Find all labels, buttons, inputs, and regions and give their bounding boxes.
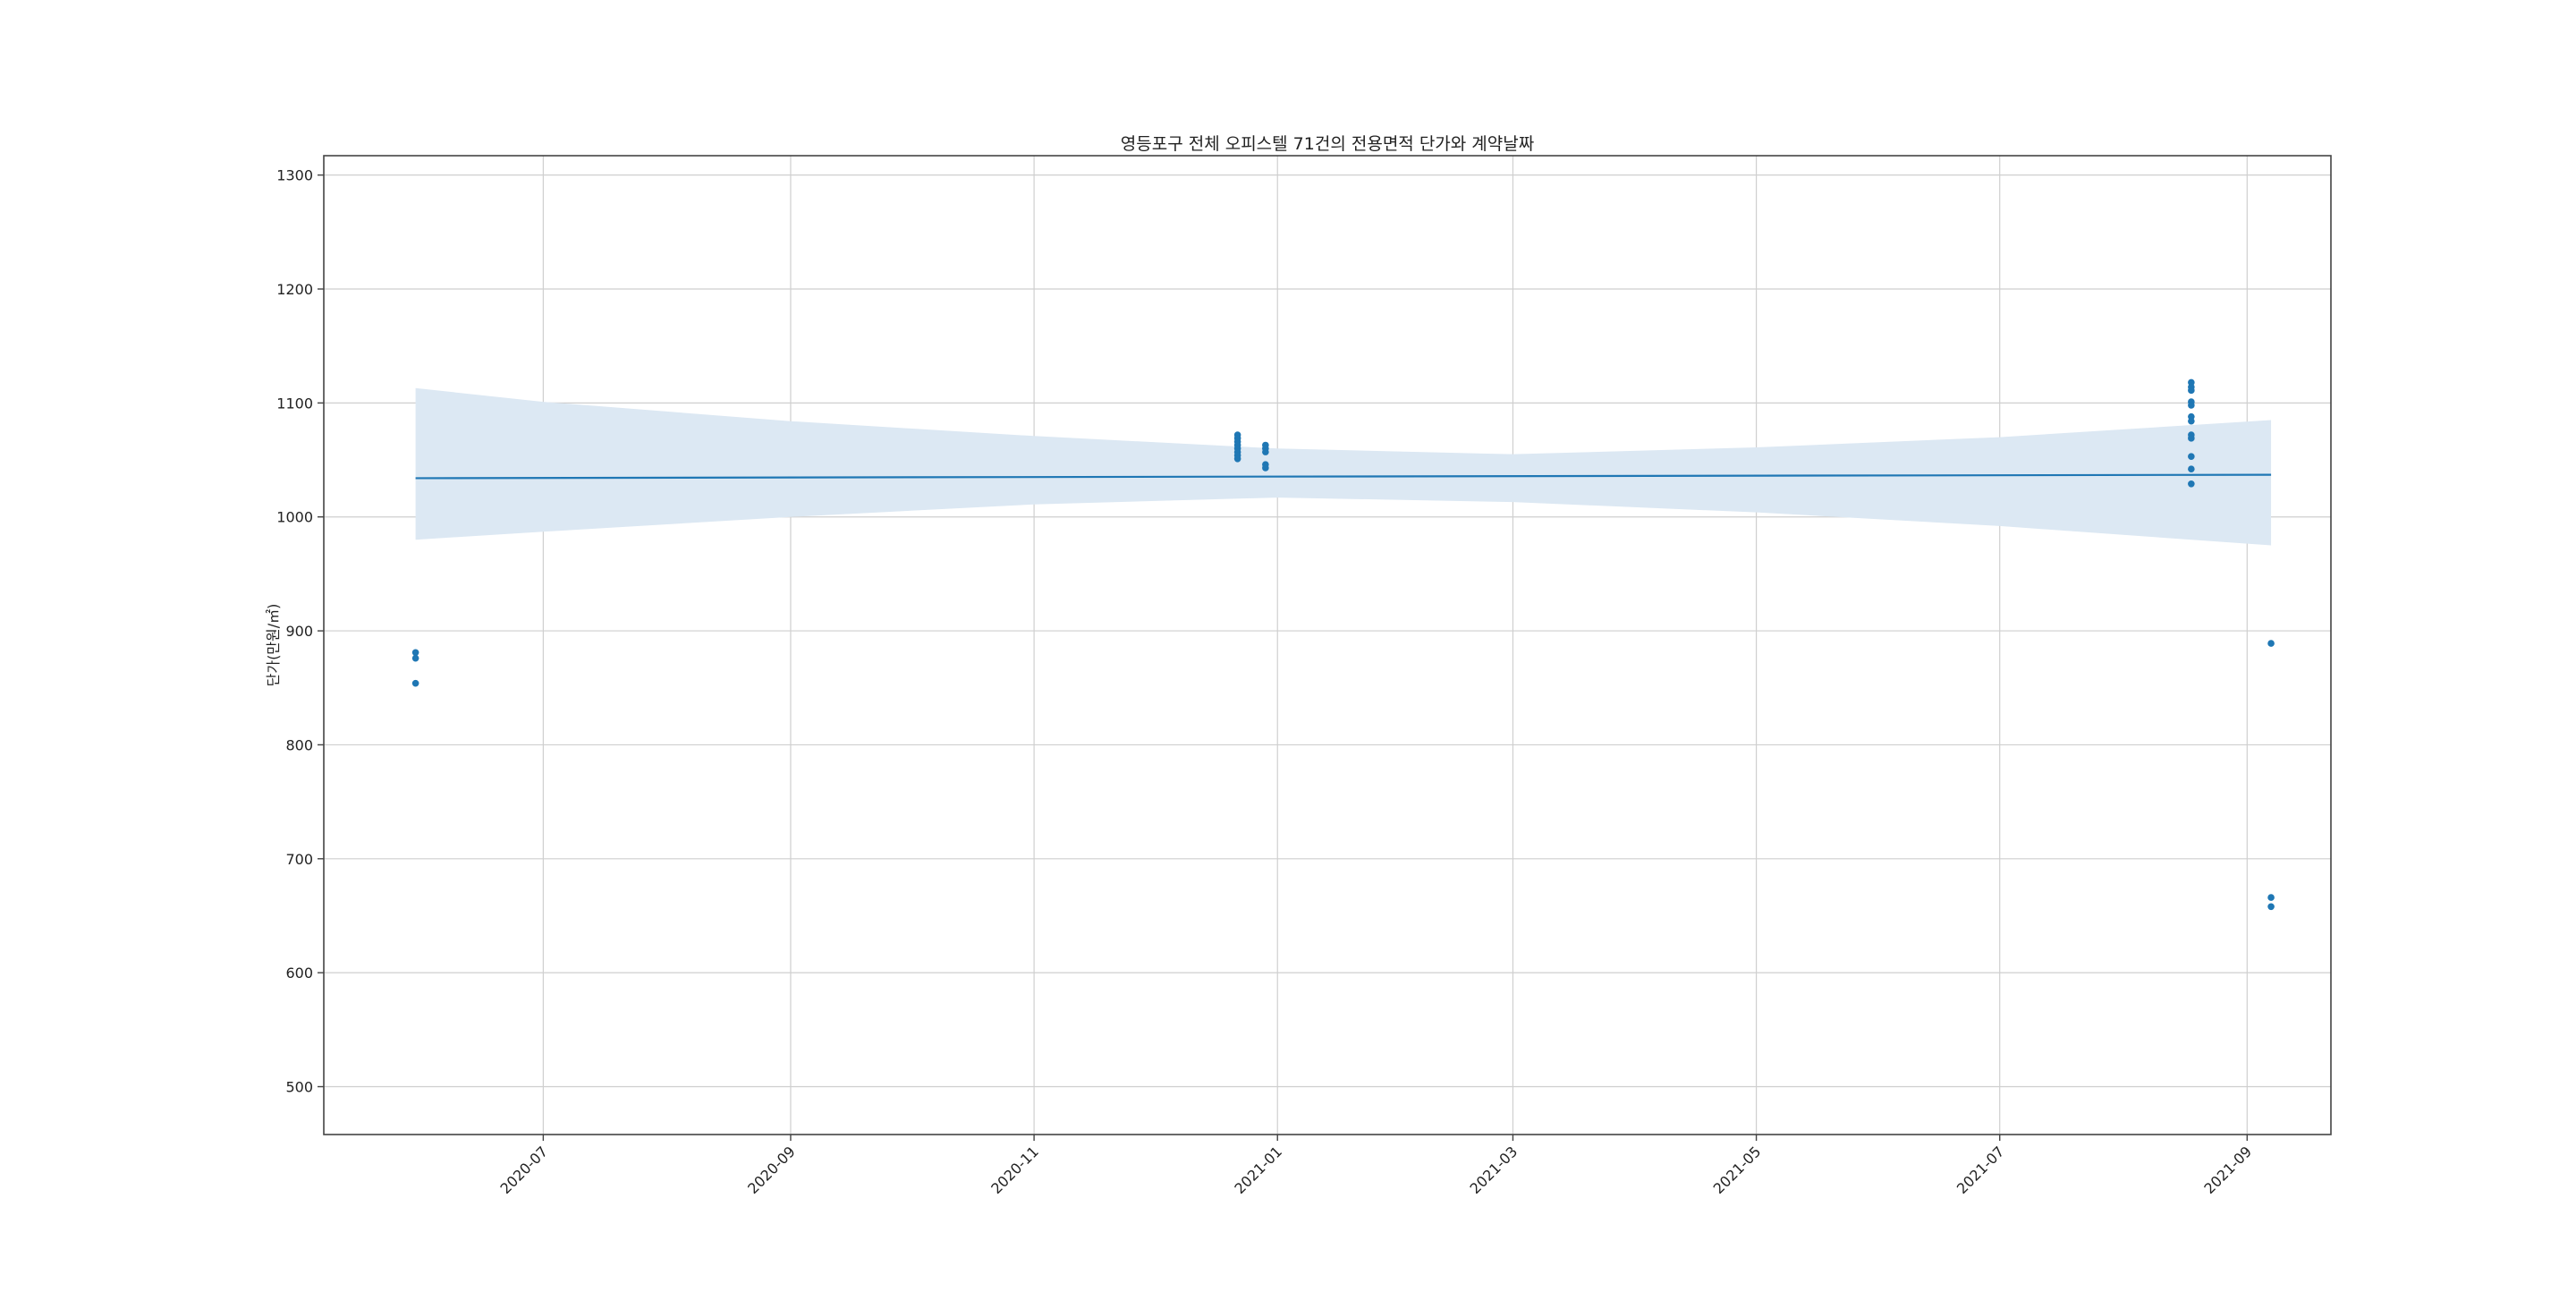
confidence-band bbox=[415, 387, 2272, 546]
y-tick-label: 1200 bbox=[276, 281, 313, 298]
y-tick-label: 1300 bbox=[276, 167, 313, 184]
y-tick-label: 500 bbox=[285, 1079, 313, 1096]
y-tick-label: 800 bbox=[285, 736, 313, 753]
data-point bbox=[2188, 402, 2195, 409]
regression-line bbox=[415, 473, 2272, 480]
y-tick-label: 600 bbox=[285, 965, 313, 982]
data-point bbox=[411, 649, 419, 657]
data-point bbox=[1233, 455, 1241, 463]
data-point bbox=[1262, 464, 1269, 472]
y-tick-label: 700 bbox=[285, 851, 313, 868]
y-tick-label: 1000 bbox=[276, 509, 313, 526]
regression-line-layer bbox=[415, 473, 2272, 480]
data-point bbox=[2267, 894, 2275, 901]
data-point bbox=[411, 654, 419, 662]
data-point bbox=[2267, 903, 2275, 911]
data-point bbox=[411, 679, 419, 687]
y-axis-label: 단가(만원/㎡) bbox=[265, 604, 282, 687]
confidence-band-layer bbox=[415, 387, 2272, 546]
data-point bbox=[2188, 387, 2195, 395]
data-point bbox=[2188, 480, 2195, 488]
y-tick-label: 900 bbox=[285, 623, 313, 640]
data-point bbox=[1262, 448, 1269, 455]
y-tick-label: 1100 bbox=[276, 395, 313, 412]
chart-title: 영등포구 전체 오피스텔 71건의 전용면적 단가와 계약날짜 bbox=[1121, 134, 1534, 154]
plot-frame bbox=[323, 155, 2332, 1135]
y-axis-ticks: 500 600 700 800 900 1000 1100 1200 1300 bbox=[276, 167, 324, 1096]
data-point bbox=[2188, 417, 2195, 425]
data-point bbox=[2188, 435, 2195, 442]
data-point bbox=[2267, 640, 2275, 647]
data-points bbox=[411, 378, 2275, 911]
data-point bbox=[2188, 453, 2195, 461]
data-point bbox=[2188, 465, 2195, 473]
